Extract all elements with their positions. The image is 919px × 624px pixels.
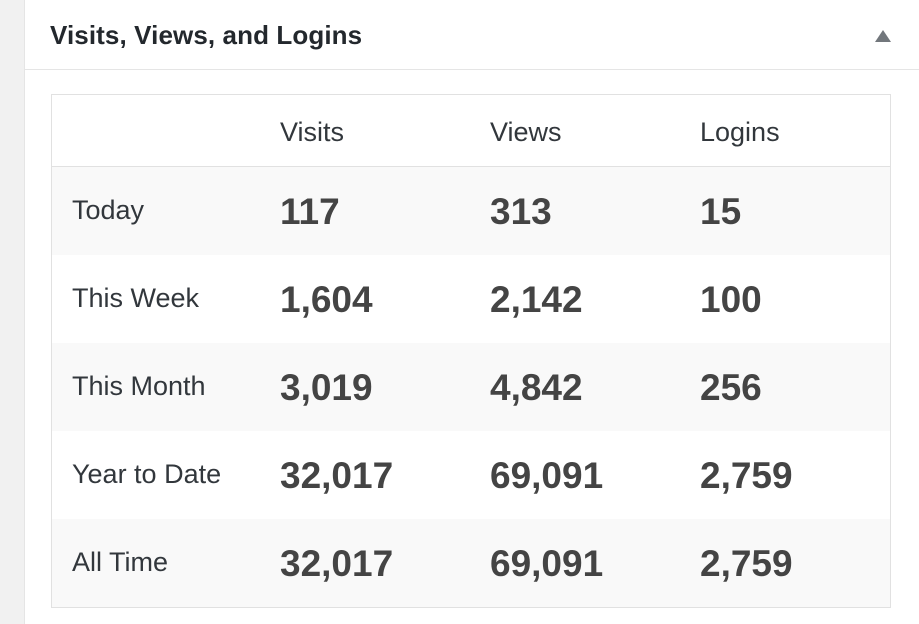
row-label: All Time — [72, 547, 169, 577]
column-header-visits: Visits — [280, 117, 345, 147]
table-row: All Time 32,017 69,091 2,759 — [52, 519, 890, 607]
stats-table: Visits Views Logins Today 117 313 15 Thi… — [51, 94, 891, 608]
logins-value: 256 — [700, 367, 762, 408]
views-value: 2,142 — [490, 279, 583, 320]
table-row: This Month 3,019 4,842 256 — [52, 343, 890, 431]
row-label: Year to Date — [72, 459, 222, 489]
visits-value: 32,017 — [280, 455, 394, 496]
widget-header: Visits, Views, and Logins — [25, 0, 919, 70]
widget-title: Visits, Views, and Logins — [50, 20, 363, 50]
table-row: Year to Date 32,017 69,091 2,759 — [52, 431, 890, 519]
visits-value: 3,019 — [280, 367, 373, 408]
column-header-logins: Logins — [700, 117, 780, 147]
logins-value: 2,759 — [700, 543, 793, 584]
row-label: This Month — [72, 371, 206, 401]
stats-widget: Visits, Views, and Logins Visits Views L… — [24, 0, 919, 624]
logins-value: 15 — [700, 191, 742, 232]
row-label: This Week — [72, 283, 200, 313]
visits-value: 1,604 — [280, 279, 373, 320]
views-value: 4,842 — [490, 367, 583, 408]
views-value: 313 — [490, 191, 552, 232]
visits-value: 117 — [280, 191, 340, 232]
views-value: 69,091 — [490, 455, 604, 496]
logins-value: 2,759 — [700, 455, 793, 496]
column-header-views: Views — [490, 117, 562, 147]
collapse-toggle-button[interactable] — [873, 26, 893, 46]
table-row: Today 117 313 15 — [52, 167, 890, 255]
triangle-up-icon — [875, 30, 891, 42]
table-header-row: Visits Views Logins — [52, 95, 890, 167]
logins-value: 100 — [700, 279, 762, 320]
row-label: Today — [72, 195, 145, 225]
visits-value: 32,017 — [280, 543, 394, 584]
table-row: This Week 1,604 2,142 100 — [52, 255, 890, 343]
views-value: 69,091 — [490, 543, 604, 584]
